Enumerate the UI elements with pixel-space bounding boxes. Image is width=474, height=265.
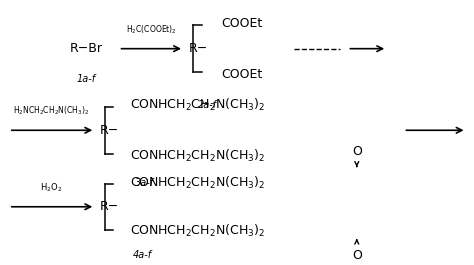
Text: COOEt: COOEt — [221, 17, 263, 30]
Text: CONHCH$_2$CH$_2$N(CH$_3$)$_2$: CONHCH$_2$CH$_2$N(CH$_3$)$_2$ — [130, 97, 265, 113]
Text: COOEt: COOEt — [221, 68, 263, 81]
Text: CONHCH$_2$CH$_2$N(CH$_3$)$_2$: CONHCH$_2$CH$_2$N(CH$_3$)$_2$ — [130, 223, 265, 239]
Text: 1a-f: 1a-f — [76, 74, 95, 84]
Text: CONHCH$_2$CH$_2$N(CH$_3$)$_2$: CONHCH$_2$CH$_2$N(CH$_3$)$_2$ — [130, 174, 265, 191]
Text: H$_2$O$_2$: H$_2$O$_2$ — [40, 181, 62, 194]
Text: H$_2$NCH$_2$CH$_2$N(CH$_3$)$_2$: H$_2$NCH$_2$CH$_2$N(CH$_3$)$_2$ — [13, 105, 89, 117]
Text: O: O — [352, 145, 362, 158]
Text: R−Br: R−Br — [69, 42, 102, 55]
Text: H$_2$C(COOEt)$_2$: H$_2$C(COOEt)$_2$ — [126, 23, 177, 36]
Text: CONHCH$_2$CH$_2$N(CH$_3$)$_2$: CONHCH$_2$CH$_2$N(CH$_3$)$_2$ — [130, 148, 265, 164]
Text: O: O — [352, 249, 362, 262]
Text: R−: R− — [100, 200, 119, 213]
Text: 2a-f: 2a-f — [198, 100, 217, 110]
Text: R−: R− — [189, 42, 208, 55]
Text: 4a-f: 4a-f — [132, 250, 152, 260]
Text: R−: R− — [100, 124, 119, 137]
Text: 3a-f: 3a-f — [135, 178, 154, 188]
